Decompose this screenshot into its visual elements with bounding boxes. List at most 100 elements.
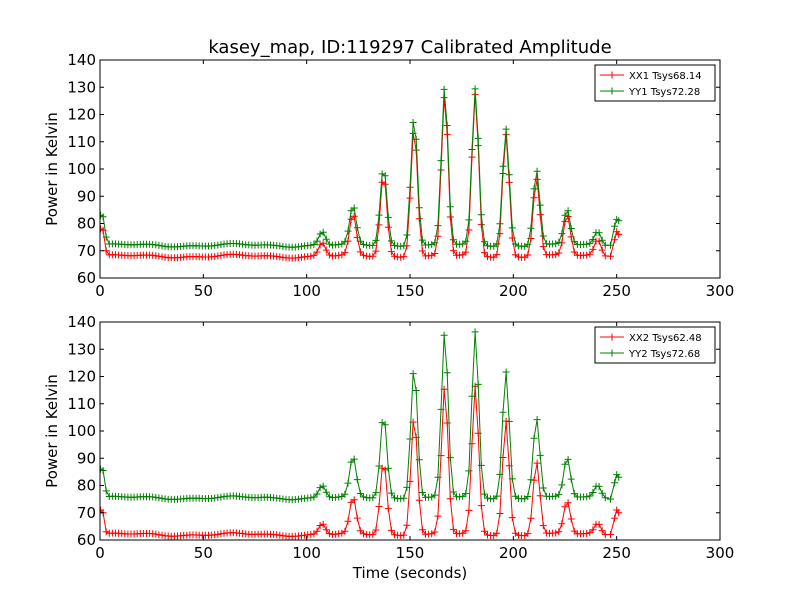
data-point	[552, 240, 560, 248]
data-point	[570, 248, 578, 256]
data-point	[558, 239, 566, 247]
data-point	[471, 85, 479, 93]
data-point	[468, 392, 476, 400]
data-point	[391, 241, 398, 249]
data-point	[496, 510, 504, 517]
data-point	[524, 493, 532, 500]
data-point	[552, 529, 560, 537]
data-point	[555, 528, 563, 536]
y-tick-label: 90	[77, 187, 96, 205]
data-point	[446, 495, 454, 503]
x-tick-label: 300	[706, 544, 735, 562]
data-point	[465, 467, 473, 475]
series-markers-xx1	[100, 90, 623, 262]
data-point	[322, 526, 330, 534]
data-point	[387, 248, 395, 256]
data-point	[372, 489, 380, 497]
legend-marker	[608, 349, 616, 357]
data-point	[350, 204, 358, 212]
data-point	[403, 483, 411, 491]
data-point	[434, 222, 442, 230]
data-point	[397, 253, 405, 261]
data-point	[539, 522, 547, 530]
data-point	[583, 530, 591, 537]
legend: XX1 Tsys68.14 YY1 Tsys72.28	[594, 64, 716, 102]
data-point	[462, 248, 470, 256]
data-point	[428, 241, 436, 248]
legend-label: XX1 Tsys68.14	[629, 71, 702, 82]
y-tick-label: 110	[67, 133, 96, 151]
data-point	[446, 454, 454, 462]
data-point	[409, 119, 417, 126]
data-point	[369, 252, 377, 260]
data-point	[384, 505, 392, 513]
data-point	[611, 514, 619, 522]
data-point	[493, 251, 501, 259]
data-point	[322, 246, 330, 254]
data-point	[369, 241, 377, 249]
data-point	[400, 494, 408, 502]
data-point	[567, 475, 575, 483]
x-axis-label: Time (seconds)	[352, 564, 468, 582]
data-point	[570, 490, 578, 498]
data-point	[316, 241, 324, 249]
data-point	[524, 530, 532, 538]
data-point	[356, 237, 364, 245]
data-point	[375, 503, 383, 510]
data-point	[418, 526, 426, 534]
data-point	[539, 232, 547, 240]
x-tick-label: 300	[706, 282, 735, 300]
data-point	[375, 462, 383, 470]
data-point	[589, 236, 597, 243]
data-point	[477, 461, 485, 469]
data-point	[583, 493, 591, 501]
data-point	[344, 227, 352, 235]
y-tick-label: 140	[67, 51, 96, 69]
data-point	[356, 490, 364, 497]
y-tick-label: 130	[67, 78, 96, 96]
plot-area	[100, 85, 623, 262]
data-point	[589, 526, 597, 534]
data-point	[555, 238, 563, 246]
data-point	[316, 230, 324, 238]
data-point	[403, 521, 411, 529]
data-point	[480, 490, 488, 498]
data-point	[474, 134, 482, 142]
data-point	[443, 369, 451, 377]
data-point	[496, 230, 504, 238]
data-point	[431, 250, 439, 257]
y-tick-label: 70	[77, 504, 96, 522]
x-tick-label: 200	[499, 282, 528, 300]
data-point	[555, 491, 563, 499]
data-point	[313, 248, 321, 256]
data-point	[484, 494, 491, 502]
legend-label: YY1 Tsys72.28	[628, 87, 700, 98]
data-point	[505, 418, 513, 425]
data-point	[586, 250, 594, 258]
data-point	[319, 520, 327, 528]
data-point	[468, 146, 476, 153]
data-point	[480, 527, 488, 535]
data-point	[598, 236, 606, 244]
data-point	[561, 218, 569, 226]
data-point	[415, 204, 423, 212]
data-point	[214, 530, 222, 538]
data-point	[502, 125, 510, 133]
data-point	[434, 512, 442, 520]
data-point	[586, 239, 594, 247]
data-point	[607, 252, 614, 260]
data-point	[316, 522, 324, 529]
data-point	[313, 237, 321, 245]
data-point	[477, 221, 485, 229]
data-point	[615, 230, 623, 238]
data-point	[471, 328, 479, 336]
data-point	[341, 527, 349, 535]
data-point	[595, 237, 603, 245]
plot-area	[100, 328, 623, 540]
x-tick-label: 0	[95, 282, 105, 300]
data-point	[533, 459, 541, 467]
data-point	[539, 484, 547, 492]
data-point	[598, 489, 606, 497]
data-point	[350, 496, 358, 504]
data-point	[508, 514, 516, 522]
